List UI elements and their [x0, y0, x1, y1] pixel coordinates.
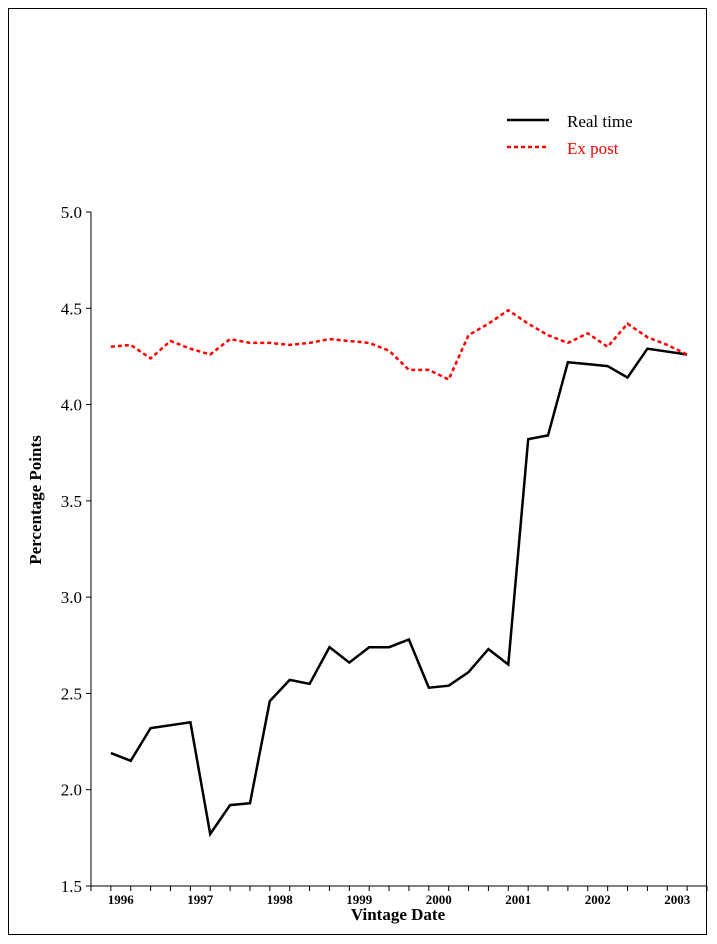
chart-frame: [8, 8, 707, 935]
x-tick-label: 2000: [426, 892, 452, 907]
series-line-real-time: [110, 347, 688, 838]
series-layer: [110, 308, 688, 838]
y-tick-label: 2.0: [61, 781, 82, 800]
y-axis-label: Percentage Points: [26, 435, 45, 565]
x-axis-label: Vintage Date: [351, 905, 446, 924]
y-tick-label: 4.5: [61, 299, 82, 318]
legend: Real time Ex post: [507, 112, 633, 158]
legend-label-real-time: Real time: [567, 112, 633, 131]
x-tick-label: 2002: [585, 892, 611, 907]
x-tick-label: 1999: [346, 892, 373, 907]
y-tick-label: 4.0: [61, 396, 82, 415]
y-tick-label: 3.5: [61, 492, 82, 511]
y-tick-label: 3.0: [61, 588, 82, 607]
y-tick-label: 2.5: [61, 684, 82, 703]
x-tick-label: 1997: [187, 892, 214, 907]
axes: 1.5 2.0 2.5 3.0 3.5 4.0 4.5 5.0 1996 1997 1998 1999…: [61, 203, 708, 907]
y-tick-label: 1.5: [61, 877, 82, 896]
x-tick-label: 2003: [664, 892, 691, 907]
legend-label-ex-post: Ex post: [567, 139, 619, 158]
x-tick-label: 1998: [267, 892, 294, 907]
y-tick-label: 5.0: [61, 203, 82, 222]
x-tick-label: 1996: [108, 892, 135, 907]
x-tick-label: 2001: [505, 892, 531, 907]
series-line-ex-post: [110, 308, 688, 382]
